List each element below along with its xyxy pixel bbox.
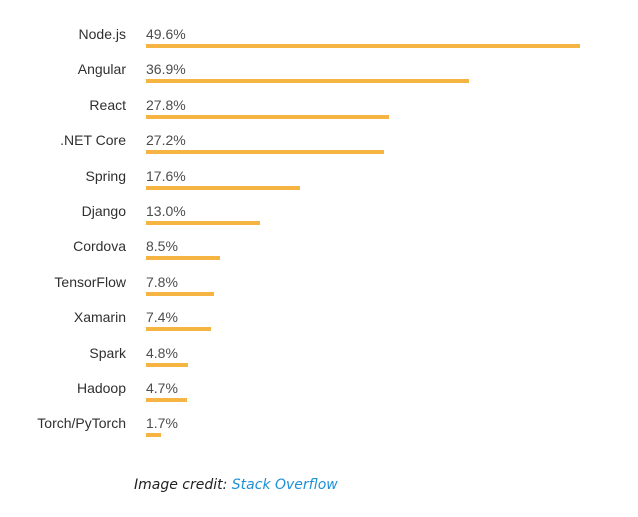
value-label: 1.7% [146, 415, 178, 432]
category-label: .NET Core [60, 132, 126, 149]
category-label: Xamarin [73, 309, 126, 326]
value-label: 27.8% [146, 96, 186, 113]
bar-chart: Node.js 49.6% Angular 36.9% React 27.8% .NET C… [37, 26, 580, 438]
bar [146, 221, 260, 225]
bar [146, 44, 580, 48]
category-label: Angular [77, 61, 126, 78]
value-label: 7.8% [146, 273, 178, 290]
bar [146, 256, 221, 261]
category-label: Django [81, 203, 126, 219]
value-label: 36.9% [146, 61, 186, 78]
bar [146, 185, 300, 190]
value-label: 13.0% [146, 203, 186, 219]
image-credit: Image credit: Stack Overflow [134, 477, 338, 493]
value-label: 8.5% [146, 238, 178, 255]
bar [146, 150, 384, 155]
category-label: Cordova [73, 238, 126, 255]
bar [146, 79, 469, 84]
bar [146, 327, 211, 332]
bar [146, 433, 161, 438]
category-label: Hadoop [76, 380, 126, 396]
bar [146, 291, 215, 296]
value-label: 4.7% [146, 380, 178, 396]
category-label: Torch/PyTorch [37, 415, 126, 432]
category-label: Node.js [78, 26, 126, 42]
value-label: 4.8% [146, 344, 178, 361]
value-label: 27.2% [146, 132, 186, 149]
category-label: Spark [89, 344, 126, 361]
stack-overflow-link[interactable]: Stack Overflow [231, 477, 338, 493]
bar [146, 362, 188, 367]
value-label: 17.6% [146, 167, 186, 184]
category-label: React [89, 96, 126, 113]
value-label: 7.4% [146, 309, 178, 326]
category-label: TensorFlow [54, 273, 126, 290]
value-label: 49.6% [146, 26, 186, 42]
bar [146, 114, 390, 119]
bar [146, 398, 188, 402]
category-label: Spring [85, 167, 126, 184]
image-credit-prefix: Image credit: [134, 477, 232, 493]
